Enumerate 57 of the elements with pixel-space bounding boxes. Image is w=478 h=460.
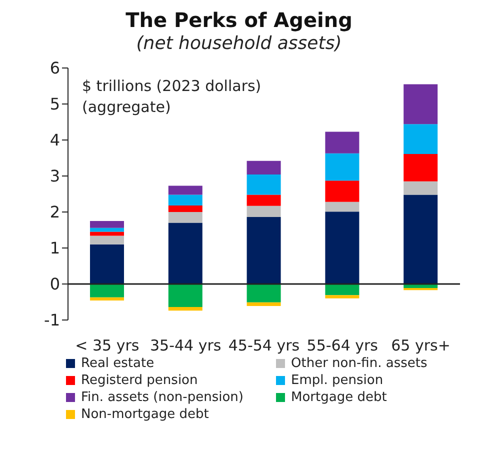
bar: [325, 132, 360, 154]
y-tick-label: 1: [50, 238, 60, 258]
x-tick-label: 65 yrs+: [391, 336, 450, 355]
y-axis-title: $ trillions (2023 dollars) (aggregate): [82, 77, 262, 116]
bar: [404, 194, 438, 284]
y-tick-label: 2: [50, 202, 60, 222]
y-tick-label: 6: [50, 58, 60, 78]
bar: [404, 181, 438, 195]
bar: [246, 194, 281, 206]
bar: [404, 288, 438, 290]
chart-title: The Perks of Ageing: [124, 8, 354, 32]
legend-label: Empl. pension: [291, 373, 384, 388]
y-tick-label: 5: [50, 94, 60, 114]
bar: [168, 194, 202, 206]
y-tick-label: 3: [50, 166, 60, 186]
legend-label: Fin. assets (non-pension): [81, 390, 244, 405]
x-tick-label: 45-54 yrs: [228, 336, 300, 355]
bar: [90, 228, 124, 232]
bar: [325, 284, 360, 296]
legend-label: Real estate: [81, 356, 154, 371]
bar: [90, 236, 124, 244]
bar: [325, 212, 360, 284]
legend-label: Other non-fin. assets: [291, 356, 428, 371]
chart-subtitle: (net household assets): [135, 32, 343, 56]
bar: [90, 221, 124, 228]
bar: [90, 244, 124, 284]
y-tick-label: 4: [50, 130, 60, 150]
x-tick-label: < 35 yrs: [75, 336, 140, 355]
bar: [325, 295, 360, 298]
bar: [246, 206, 281, 218]
bar: [168, 284, 202, 308]
y-tick-label: -1: [44, 310, 60, 330]
bar: [168, 307, 202, 311]
legend-label: Mortgage debt: [291, 390, 387, 405]
bar: [404, 84, 438, 124]
y-tick-label: 0: [50, 274, 60, 294]
bar: [404, 124, 438, 154]
bar: [325, 180, 360, 202]
bar: [90, 284, 124, 298]
bar: [246, 160, 281, 175]
legend-label: Registerd pension: [81, 373, 198, 388]
bar: [168, 212, 202, 223]
bar: [246, 284, 281, 302]
x-tick-label: 55-64 yrs: [306, 336, 378, 355]
bar: [168, 222, 202, 284]
bar: [168, 206, 202, 212]
bar: [246, 217, 281, 284]
bar: [90, 297, 124, 301]
bar: [325, 202, 360, 212]
bar: [246, 302, 281, 306]
bar: [404, 154, 438, 182]
bar: [168, 186, 202, 195]
bar: [90, 232, 124, 236]
bar: [325, 153, 360, 181]
x-tick-label: 35-44 yrs: [150, 336, 222, 355]
legend-label: Non-mortgage debt: [81, 407, 209, 422]
bar: [246, 174, 281, 195]
